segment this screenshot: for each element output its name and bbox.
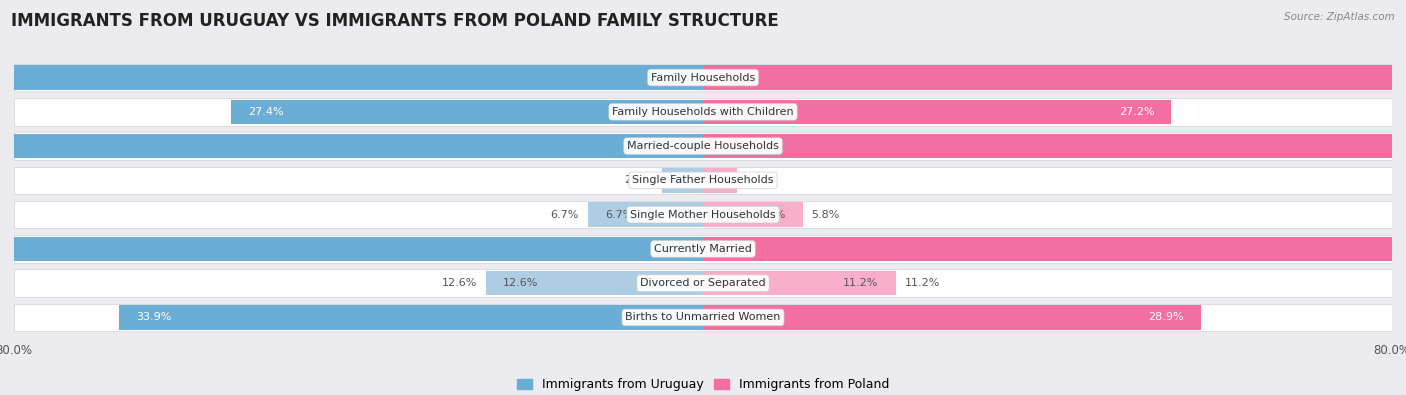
Text: Divorced or Separated: Divorced or Separated <box>640 278 766 288</box>
Text: 11.2%: 11.2% <box>904 278 939 288</box>
Text: 5.8%: 5.8% <box>811 210 839 220</box>
Text: 27.2%: 27.2% <box>1119 107 1154 117</box>
Text: Source: ZipAtlas.com: Source: ZipAtlas.com <box>1284 12 1395 22</box>
Bar <box>14 132 1392 160</box>
Bar <box>14 235 1392 263</box>
Bar <box>14 98 1392 126</box>
Bar <box>0 65 703 90</box>
Text: Family Households: Family Households <box>651 73 755 83</box>
Legend: Immigrants from Uruguay, Immigrants from Poland: Immigrants from Uruguay, Immigrants from… <box>512 373 894 395</box>
Bar <box>14 64 1392 91</box>
Bar <box>588 202 703 227</box>
Bar <box>703 305 1201 330</box>
Text: 12.6%: 12.6% <box>441 278 478 288</box>
Text: 2.0%: 2.0% <box>692 175 720 185</box>
Text: Married-couple Households: Married-couple Households <box>627 141 779 151</box>
Bar <box>14 304 1392 331</box>
Bar <box>14 269 1392 297</box>
Bar <box>703 271 896 295</box>
Text: 2.4%: 2.4% <box>624 175 652 185</box>
Text: 6.7%: 6.7% <box>551 210 579 220</box>
Bar <box>703 65 1406 90</box>
Text: Single Father Households: Single Father Households <box>633 175 773 185</box>
Text: 33.9%: 33.9% <box>136 312 172 322</box>
Text: 6.7%: 6.7% <box>605 210 633 220</box>
Text: IMMIGRANTS FROM URUGUAY VS IMMIGRANTS FROM POLAND FAMILY STRUCTURE: IMMIGRANTS FROM URUGUAY VS IMMIGRANTS FR… <box>11 12 779 30</box>
Text: 12.6%: 12.6% <box>503 278 538 288</box>
Text: Currently Married: Currently Married <box>654 244 752 254</box>
Bar <box>0 134 703 158</box>
Bar <box>14 201 1392 228</box>
Bar <box>703 168 738 193</box>
Bar <box>0 237 703 261</box>
Text: 28.9%: 28.9% <box>1147 312 1184 322</box>
Text: 27.4%: 27.4% <box>249 107 284 117</box>
Bar <box>662 168 703 193</box>
Text: 2.0%: 2.0% <box>747 175 775 185</box>
Text: Family Households with Children: Family Households with Children <box>612 107 794 117</box>
Bar <box>703 134 1406 158</box>
Text: Single Mother Households: Single Mother Households <box>630 210 776 220</box>
Text: 11.2%: 11.2% <box>844 278 879 288</box>
Bar <box>14 167 1392 194</box>
Bar <box>703 202 803 227</box>
Bar <box>703 100 1171 124</box>
Bar <box>486 271 703 295</box>
Bar <box>231 100 703 124</box>
Bar <box>703 237 1406 261</box>
Bar <box>120 305 703 330</box>
Text: 5.8%: 5.8% <box>758 210 786 220</box>
Text: Births to Unmarried Women: Births to Unmarried Women <box>626 312 780 322</box>
Text: 2.4%: 2.4% <box>679 175 707 185</box>
